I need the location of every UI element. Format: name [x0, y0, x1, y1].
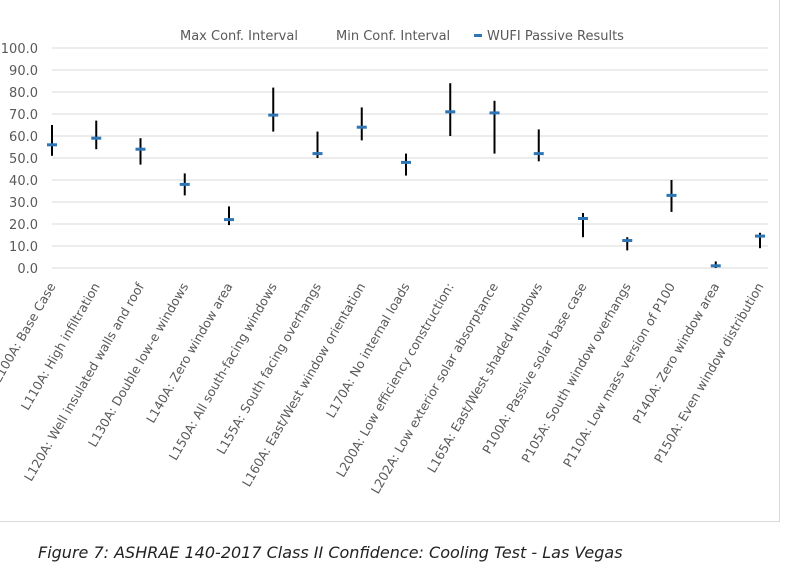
wufi-result-marker — [268, 113, 279, 117]
errorbar-chart: 0.0 10.0 20.0 30.0 40.0 50.0 60.0 70.0 80.0 90.0 1… — [0, 29, 768, 496]
wufi-result-marker — [578, 217, 588, 220]
wufi-result-marker — [622, 239, 633, 242]
y-tick-label: 50.0 — [9, 152, 38, 167]
legend-min-conf: Min Conf. Interval — [336, 29, 450, 44]
y-tick-label: 60.0 — [9, 130, 38, 145]
y-tick-label: 70.0 — [9, 108, 38, 123]
legend: Max Conf. Interval Min Conf. Interval WU… — [180, 29, 624, 44]
wufi-result-marker — [91, 136, 102, 140]
chart-frame — [0, 0, 780, 522]
x-tick-label: P140A: Zero window area — [629, 280, 722, 426]
legend-wufi-marker — [474, 34, 482, 37]
legend-wufi-results: WUFI Passive Results — [487, 29, 624, 44]
wufi-result-marker — [179, 182, 190, 186]
wufi-result-marker — [401, 160, 411, 164]
x-tick-label: L140A: Zero window area — [143, 280, 236, 426]
y-tick-label: 0.0 — [17, 262, 38, 277]
wufi-result-marker — [312, 152, 323, 156]
wufi-result-marker — [489, 111, 500, 115]
x-tick-label: L170A: No internal loads — [323, 280, 413, 420]
wufi-result-marker — [445, 110, 456, 114]
y-tick-label: 10.0 — [9, 240, 38, 255]
legend-max-conf: Max Conf. Interval — [180, 29, 298, 44]
figure-caption: Figure 7: ASHRAE 140-2017 Class II Confi… — [38, 543, 623, 562]
y-tick-label: 90.0 — [9, 64, 38, 79]
wufi-result-marker — [710, 264, 721, 268]
y-tick-label: 20.0 — [9, 218, 38, 233]
wufi-result-marker — [135, 147, 146, 151]
wufi-result-marker — [533, 152, 544, 156]
x-tick-label: L110A: High infiltration — [18, 280, 103, 413]
wufi-result-marker — [356, 125, 367, 129]
wufi-result-marker — [47, 143, 57, 147]
y-tick-label: 40.0 — [9, 174, 38, 189]
wufi-result-marker — [224, 218, 234, 222]
y-tick-label: 80.0 — [9, 86, 38, 101]
y-tick-label: 100.0 — [1, 42, 38, 57]
wufi-result-marker — [666, 193, 677, 197]
y-tick-label: 30.0 — [9, 196, 38, 211]
wufi-result-marker — [755, 234, 765, 238]
